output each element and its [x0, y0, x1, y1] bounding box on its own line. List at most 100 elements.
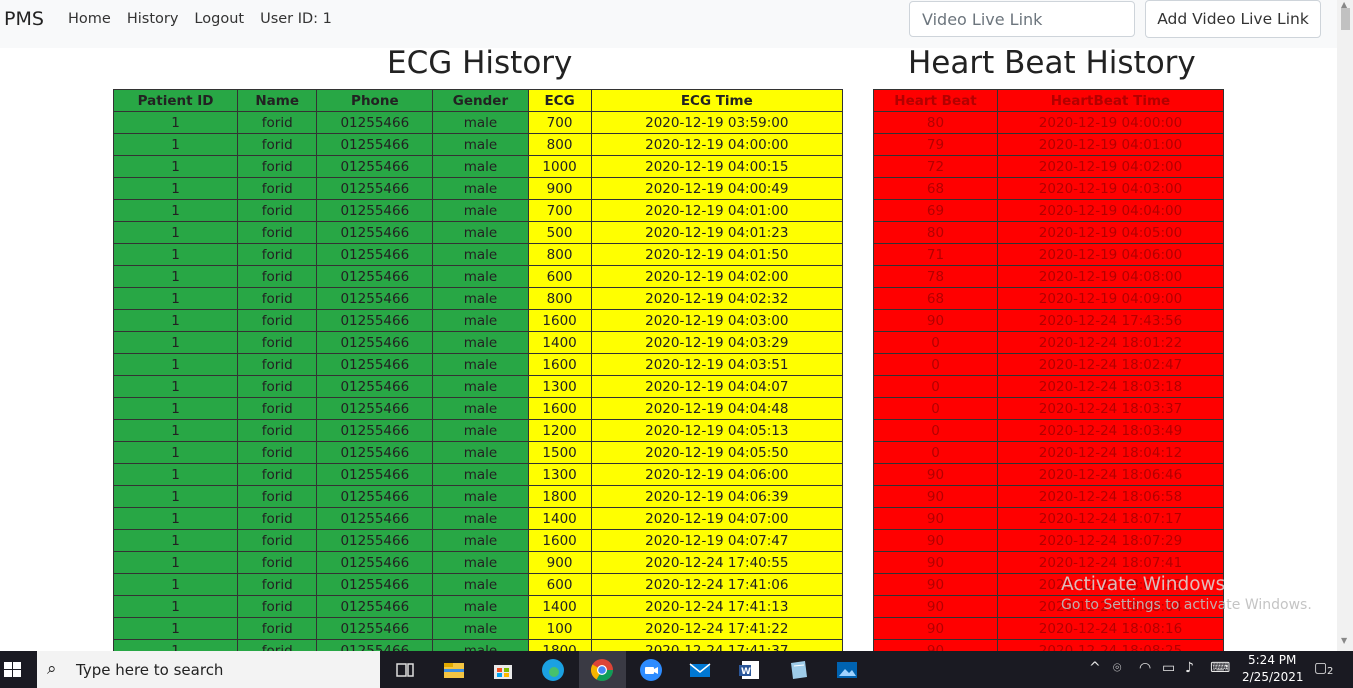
- cell-phone: 01255466: [316, 243, 434, 266]
- cell-ecg-time: 2020-12-24 17:40:55: [590, 551, 844, 574]
- cell-heart-beat: 0: [873, 375, 998, 398]
- cell-gender: male: [432, 375, 529, 398]
- cell-gender: male: [432, 155, 529, 178]
- page-scrollbar[interactable]: ▲ ▼: [1337, 0, 1353, 651]
- photos-icon[interactable]: [834, 657, 860, 683]
- word-icon[interactable]: W: [736, 657, 762, 683]
- svg-text:W: W: [741, 667, 751, 677]
- meet-now-icon[interactable]: ⌾: [1113, 660, 1122, 676]
- table-row: 1 forid 01255466 male 1400 2020-12-19 04:03:2…: [112, 331, 844, 354]
- file-explorer-icon[interactable]: [441, 657, 467, 683]
- cell-phone: 01255466: [316, 155, 434, 178]
- cell-phone: 01255466: [316, 111, 434, 134]
- zoom-icon[interactable]: [638, 657, 664, 683]
- table-row: 1 forid 01255466 male 700 2020-12-19 04:01:00: [112, 199, 844, 222]
- taskbar-search-box[interactable]: ⌕ Type here to search: [37, 651, 380, 688]
- cell-ecg-time: 2020-12-19 04:07:47: [590, 529, 844, 552]
- col-header-phone: Phone: [316, 89, 434, 112]
- cell-heart-beat: 90: [873, 463, 998, 486]
- store-icon[interactable]: [490, 657, 516, 683]
- nav-link-history[interactable]: History: [126, 11, 179, 27]
- table-row: 79 2020-12-19 04:01:00: [873, 133, 1224, 156]
- cell-ecg: 1300: [527, 463, 592, 486]
- cell-ecg-time: 2020-12-19 04:03:00: [590, 309, 844, 332]
- cell-heartbeat-time: 2020-12-19 04:06:00: [997, 243, 1224, 266]
- cell-gender: male: [432, 485, 529, 508]
- ecg-history-table: Patient ID Name Phone Gender ECG ECG Tim…: [112, 89, 844, 662]
- col-header-heartbeat-time: HeartBeat Time: [997, 89, 1224, 112]
- cell-ecg: 600: [527, 573, 592, 596]
- cell-gender: male: [432, 221, 529, 244]
- cell-heartbeat-time: 2020-12-24 18:06:58: [997, 485, 1224, 508]
- cell-patient-id: 1: [112, 199, 239, 222]
- notes-icon[interactable]: [785, 657, 811, 683]
- cell-heartbeat-time: 2020-12-24 18:07:53: [997, 573, 1224, 596]
- activate-windows-subtext: Go to Settings to activate Windows.: [1061, 597, 1312, 613]
- taskbar-clock-time[interactable]: 5:24 PM: [1248, 653, 1297, 667]
- video-link-input[interactable]: [909, 1, 1135, 37]
- cell-ecg-time: 2020-12-19 04:02:00: [590, 265, 844, 288]
- cell-ecg: 800: [527, 287, 592, 310]
- volume-icon[interactable]: ♪: [1185, 660, 1194, 676]
- table-row: 1 forid 01255466 male 800 2020-12-19 04:00:00: [112, 133, 844, 156]
- cell-phone: 01255466: [316, 375, 434, 398]
- col-header-name: Name: [237, 89, 318, 112]
- cell-name: forid: [237, 375, 318, 398]
- cell-heart-beat: 80: [873, 221, 998, 244]
- cell-ecg-time: 2020-12-19 04:06:00: [590, 463, 844, 486]
- nav-link-home[interactable]: Home: [68, 11, 111, 27]
- table-row: 1 forid 01255466 male 1400 2020-12-24 17:41:1…: [112, 595, 844, 618]
- task-view-icon[interactable]: [392, 657, 418, 683]
- scroll-thumb[interactable]: [1341, 8, 1350, 30]
- cell-gender: male: [432, 441, 529, 464]
- cell-phone: 01255466: [316, 529, 434, 552]
- cell-gender: male: [432, 177, 529, 200]
- start-button[interactable]: [0, 651, 37, 688]
- chrome-icon[interactable]: [589, 657, 615, 683]
- edge-icon[interactable]: [540, 657, 566, 683]
- cell-phone: 01255466: [316, 133, 434, 156]
- brand-logo[interactable]: PMS: [4, 8, 44, 30]
- activate-windows-watermark: Activate Windows: [1061, 574, 1226, 595]
- table-row: 1 forid 01255466 male 1300 2020-12-19 04:04:0…: [112, 375, 844, 398]
- mail-icon[interactable]: [687, 657, 713, 683]
- cell-gender: male: [432, 507, 529, 530]
- cell-ecg-time: 2020-12-19 03:59:00: [590, 111, 844, 134]
- notification-center-icon[interactable]: ▢: [1314, 660, 1328, 676]
- taskbar-clock-date[interactable]: 2/25/2021: [1242, 670, 1304, 684]
- cell-name: forid: [237, 397, 318, 420]
- cell-phone: 01255466: [316, 419, 434, 442]
- scroll-down-arrow-icon[interactable]: ▼: [1341, 636, 1348, 645]
- cell-heart-beat: 90: [873, 551, 998, 574]
- cell-ecg: 1400: [527, 331, 592, 354]
- cell-patient-id: 1: [112, 155, 239, 178]
- cell-gender: male: [432, 419, 529, 442]
- battery-icon[interactable]: ▭: [1162, 660, 1176, 676]
- cell-ecg: 100: [527, 617, 592, 640]
- table-row: 1 forid 01255466 male 800 2020-12-19 04:02:32: [112, 287, 844, 310]
- cell-name: forid: [237, 111, 318, 134]
- table-row: 68 2020-12-19 04:03:00: [873, 177, 1224, 200]
- add-video-link-button[interactable]: Add Video Live Link: [1145, 0, 1321, 38]
- cell-patient-id: 1: [112, 265, 239, 288]
- cell-name: forid: [237, 419, 318, 442]
- cell-gender: male: [432, 463, 529, 486]
- table-row: 1 forid 01255466 male 100 2020-12-24 17:41:22: [112, 617, 844, 640]
- table-row: 68 2020-12-19 04:09:00: [873, 287, 1224, 310]
- table-row: 1 forid 01255466 male 1600 2020-12-19 04:04:4…: [112, 397, 844, 420]
- nav-links: Home History Logout User ID: 1: [68, 11, 348, 27]
- cell-gender: male: [432, 573, 529, 596]
- cell-heart-beat: 0: [873, 353, 998, 376]
- cell-phone: 01255466: [316, 331, 434, 354]
- cell-heart-beat: 90: [873, 573, 998, 596]
- keyboard-icon[interactable]: ⌨: [1210, 660, 1231, 676]
- cell-name: forid: [237, 177, 318, 200]
- cell-heartbeat-time: 2020-12-24 18:06:46: [997, 463, 1224, 486]
- cell-heartbeat-time: 2020-12-19 04:08:00: [997, 265, 1224, 288]
- scroll-up-arrow-icon[interactable]: ▲: [1341, 0, 1348, 9]
- show-hidden-icons-chevron-icon[interactable]: ^: [1089, 660, 1101, 676]
- col-header-ecg-time: ECG Time: [590, 89, 844, 112]
- wifi-icon[interactable]: ◠: [1139, 660, 1152, 676]
- nav-link-logout[interactable]: Logout: [194, 11, 245, 27]
- cell-gender: male: [432, 529, 529, 552]
